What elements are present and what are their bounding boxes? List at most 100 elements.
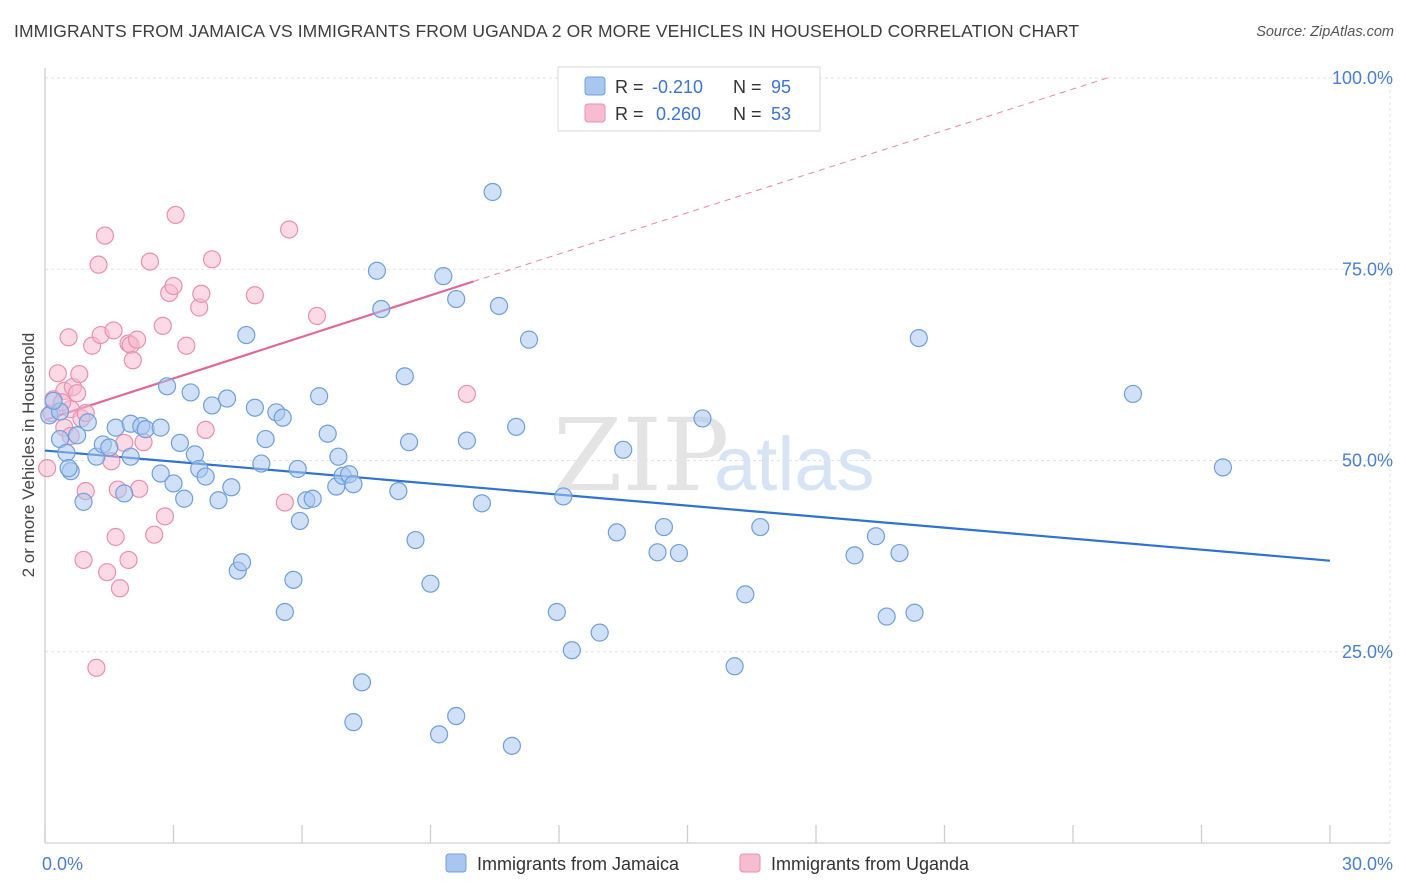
point-uganda [59, 328, 78, 347]
watermark: ZIP atlas [553, 397, 875, 514]
point-jamaica [399, 433, 419, 452]
point-uganda [275, 493, 294, 512]
point-uganda [280, 220, 299, 239]
point-jamaica [352, 673, 372, 692]
point-uganda [307, 306, 327, 326]
source-label: Source: ZipAtlas.com [1256, 24, 1394, 40]
point-jamaica [344, 713, 363, 732]
point-jamaica [421, 574, 440, 593]
point-jamaica [909, 329, 928, 348]
point-jamaica [866, 527, 886, 546]
point-uganda [140, 252, 160, 271]
point-jamaica [590, 623, 609, 642]
point-uganda [104, 321, 123, 340]
bottom-legend-swatch-uganda [739, 853, 761, 873]
point-uganda [127, 330, 147, 349]
point-jamaica [607, 523, 626, 542]
point-jamaica [106, 418, 125, 437]
point-uganda [145, 525, 164, 544]
bottom-legend: Immigrants from Jamaica Immigrants from … [445, 853, 970, 874]
point-jamaica [654, 517, 674, 537]
point-uganda [119, 550, 138, 570]
point-jamaica [507, 417, 526, 436]
trend-line-uganda-extension [473, 77, 1108, 282]
point-jamaica [68, 426, 87, 445]
point-uganda [110, 579, 130, 598]
point-jamaica [434, 267, 453, 286]
point-uganda [70, 364, 89, 384]
legend-n-label-uganda: N = [733, 104, 762, 124]
x-tick-label-end: 30.0% [1342, 854, 1393, 874]
y-tick-label: 75.0% [1342, 259, 1393, 279]
point-uganda [245, 286, 264, 305]
point-jamaica [890, 543, 909, 563]
point-jamaica [151, 464, 170, 483]
point-jamaica [252, 454, 271, 473]
point-jamaica [457, 431, 477, 450]
point-jamaica [78, 413, 97, 432]
point-jamaica [395, 367, 414, 386]
point-uganda [106, 527, 125, 547]
point-uganda [123, 351, 142, 370]
y-axis-label: 2 or more Vehicles in Household [19, 333, 38, 578]
point-jamaica [164, 474, 183, 493]
point-uganda [166, 205, 185, 225]
point-jamaica [245, 398, 264, 417]
point-jamaica [170, 433, 190, 453]
point-uganda [68, 384, 87, 403]
point-jamaica [344, 475, 363, 494]
point-jamaica [284, 570, 303, 589]
point-jamaica [57, 443, 76, 462]
point-jamaica [329, 447, 348, 466]
point-uganda [130, 479, 149, 498]
point-jamaica [256, 429, 275, 449]
point-jamaica [472, 494, 491, 513]
trend-line-uganda [44, 280, 474, 422]
point-jamaica [845, 546, 864, 565]
point-uganda [164, 276, 183, 296]
legend-r-value-uganda: 0.260 [656, 104, 701, 124]
point-uganda [48, 364, 67, 383]
point-uganda [98, 563, 117, 582]
axes [44, 68, 1390, 844]
point-uganda [95, 226, 115, 245]
point-jamaica [273, 408, 292, 427]
point-jamaica [648, 543, 667, 562]
point-uganda [155, 507, 175, 526]
point-jamaica [372, 299, 391, 319]
point-jamaica [447, 706, 466, 726]
point-uganda [153, 316, 172, 335]
point-uganda [196, 420, 215, 439]
point-uganda [87, 658, 106, 677]
uganda-points [38, 205, 477, 677]
bottom-legend-uganda: Immigrants from Uganda [771, 854, 970, 874]
point-jamaica [100, 438, 119, 457]
legend: R = -0.210 N = 95 R = 0.260 N = 53 [557, 66, 821, 132]
legend-r-value-jamaica: -0.210 [652, 77, 703, 97]
legend-r-label-jamaica: R = [615, 77, 644, 97]
point-jamaica [389, 482, 408, 501]
point-uganda [74, 550, 93, 570]
point-jamaica [310, 387, 329, 406]
point-jamaica [237, 325, 256, 345]
point-jamaica [489, 296, 509, 316]
point-uganda [192, 284, 211, 303]
point-jamaica [447, 289, 466, 309]
watermark-atlas: atlas [714, 422, 875, 507]
point-jamaica [222, 478, 241, 497]
point-jamaica [736, 585, 755, 604]
point-jamaica [209, 491, 228, 510]
point-jamaica [669, 543, 689, 563]
point-uganda [202, 250, 222, 269]
point-jamaica [905, 603, 924, 622]
legend-n-value-jamaica: 95 [771, 77, 791, 97]
point-jamaica [232, 553, 252, 572]
legend-swatch-jamaica [584, 76, 606, 96]
legend-r-label-uganda: R = [615, 104, 644, 124]
point-jamaica [562, 641, 581, 660]
point-uganda [457, 384, 477, 404]
point-jamaica [44, 391, 63, 410]
bottom-legend-jamaica: Immigrants from Jamaica [477, 854, 680, 874]
point-jamaica [614, 440, 633, 459]
